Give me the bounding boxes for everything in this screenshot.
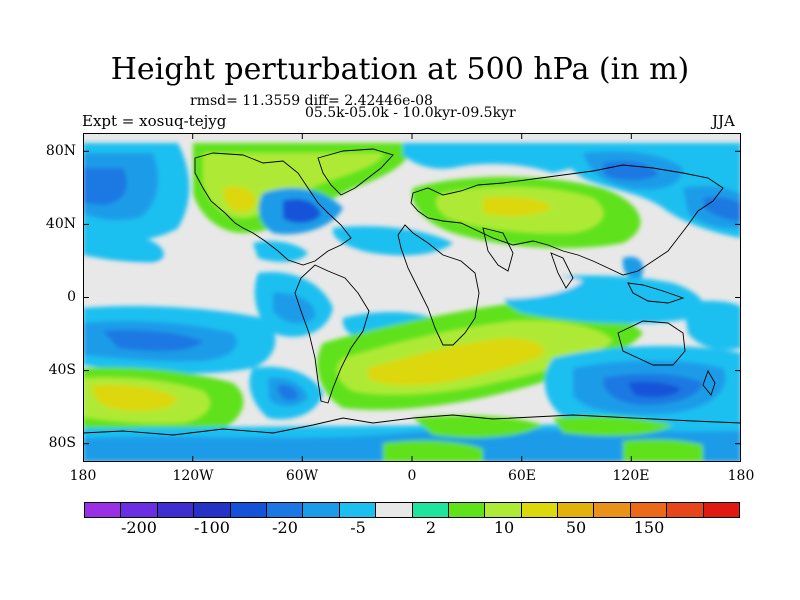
colorbar bbox=[84, 502, 740, 518]
colorbar-label: 2 bbox=[425, 518, 437, 537]
colorbar-segment bbox=[485, 503, 522, 517]
colorbar-segment bbox=[303, 503, 340, 517]
colorbar-label: 150 bbox=[633, 518, 665, 537]
lat-label-eq: 0 bbox=[67, 289, 76, 305]
colorbar-segment bbox=[157, 503, 195, 517]
lat-label-80s: 80S bbox=[48, 435, 76, 451]
stats-line: rmsd= 11.3559 diff= 2.42446e-08 bbox=[190, 93, 433, 109]
colorbar-label: 50 bbox=[565, 518, 587, 537]
lat-label-80n: 80N bbox=[45, 143, 76, 159]
plot-title: Height perturbation at 500 hPa (in m) bbox=[110, 52, 690, 87]
colorbar-segment bbox=[266, 503, 304, 517]
colorbar-segment bbox=[594, 503, 631, 517]
map-panel bbox=[83, 133, 741, 462]
axis-ticks bbox=[83, 133, 741, 462]
lon-label-120w: 120W bbox=[172, 468, 214, 484]
colorbar-segment bbox=[194, 503, 231, 517]
lon-label-60w: 60W bbox=[285, 468, 319, 484]
coastlines bbox=[83, 148, 741, 436]
colorbar-segment bbox=[703, 503, 740, 517]
colorbar-segment bbox=[630, 503, 668, 517]
colorbar-label: -5 bbox=[350, 518, 366, 537]
colorbar-segment bbox=[339, 503, 377, 517]
experiment-label: Expt = xosuq-tejyg bbox=[82, 112, 227, 130]
colorbar-label: -100 bbox=[194, 518, 230, 537]
colorbar-segment bbox=[121, 503, 158, 517]
season-label: JJA bbox=[712, 112, 735, 130]
lon-label-0: 0 bbox=[407, 468, 417, 484]
colorbar-segment bbox=[448, 503, 486, 517]
contour-map bbox=[83, 133, 741, 462]
colorbar-segment bbox=[558, 503, 595, 517]
colorbar-segment bbox=[376, 503, 413, 517]
lat-label-40n: 40N bbox=[45, 216, 76, 232]
lon-label-180w: 180 bbox=[69, 468, 97, 484]
colorbar-segment bbox=[85, 503, 122, 517]
period-line: 05.5k-05.0k - 10.0kyr-09.5kyr bbox=[305, 105, 516, 121]
colorbar-segment bbox=[230, 503, 267, 517]
colorbar-label: -20 bbox=[272, 518, 298, 537]
colorbar-segment bbox=[521, 503, 559, 517]
lon-label-120e: 120E bbox=[612, 468, 650, 484]
colorbar-segment bbox=[412, 503, 449, 517]
height-field bbox=[83, 143, 741, 462]
colorbar-label: 10 bbox=[493, 518, 515, 537]
colorbar-label: -200 bbox=[121, 518, 157, 537]
lon-label-180e: 180 bbox=[727, 468, 755, 484]
colorbar-segment bbox=[667, 503, 704, 517]
lat-label-40s: 40S bbox=[48, 362, 76, 378]
lon-label-60e: 60E bbox=[507, 468, 537, 484]
